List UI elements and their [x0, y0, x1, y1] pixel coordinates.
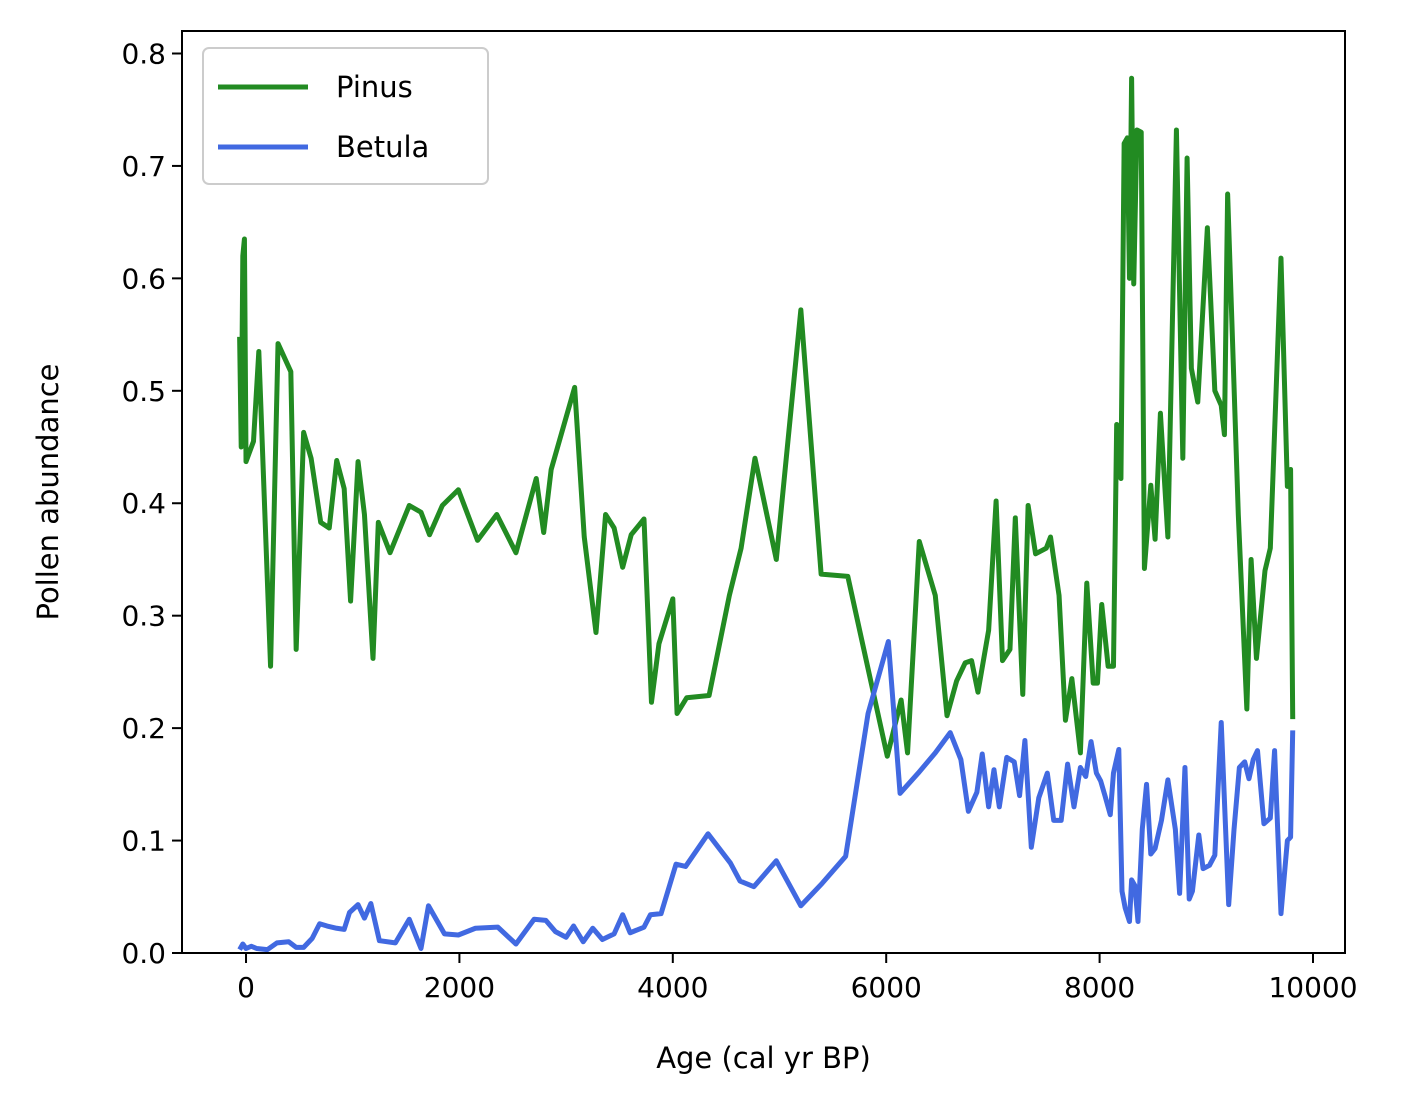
series-layer	[237, 75, 1296, 953]
legend-label-betula: Betula	[336, 130, 429, 164]
x-tick-label: 10000	[1268, 971, 1357, 1004]
y-tick-label: 0.8	[121, 37, 166, 70]
x-axis-label: Age (cal yr BP)	[656, 1041, 871, 1075]
y-tick-label: 0.0	[121, 937, 166, 970]
series-line-pinus	[237, 75, 1296, 759]
plot-frame	[181, 30, 1346, 954]
y-tick-label: 0.2	[121, 712, 166, 745]
series-line-betula	[237, 639, 1296, 953]
x-tick-label: 0	[237, 971, 255, 1004]
y-tick-label: 0.7	[121, 150, 166, 183]
y-tick-label: 0.1	[121, 825, 166, 858]
x-axis: 0 2000 4000 6000 8000 10000	[237, 953, 1358, 1004]
y-tick-label: 0.4	[121, 487, 166, 520]
x-tick-label: 2000	[424, 971, 495, 1004]
y-tick-label: 0.6	[121, 262, 166, 295]
x-tick-label: 6000	[851, 971, 922, 1004]
y-axis-label: Pollen abundance	[31, 363, 65, 620]
y-tick-label: 0.3	[121, 600, 166, 633]
y-tick-label: 0.5	[121, 375, 166, 408]
legend-box	[202, 47, 489, 185]
x-tick-label: 4000	[637, 971, 708, 1004]
y-axis: 0.0 0.1 0.2 0.3 0.4 0.5 0.6 0.7 0.8	[121, 37, 182, 970]
legend-label-pinus: Pinus	[336, 70, 413, 104]
x-tick-label: 8000	[1064, 971, 1135, 1004]
legend: Pinus Betula	[202, 47, 489, 185]
